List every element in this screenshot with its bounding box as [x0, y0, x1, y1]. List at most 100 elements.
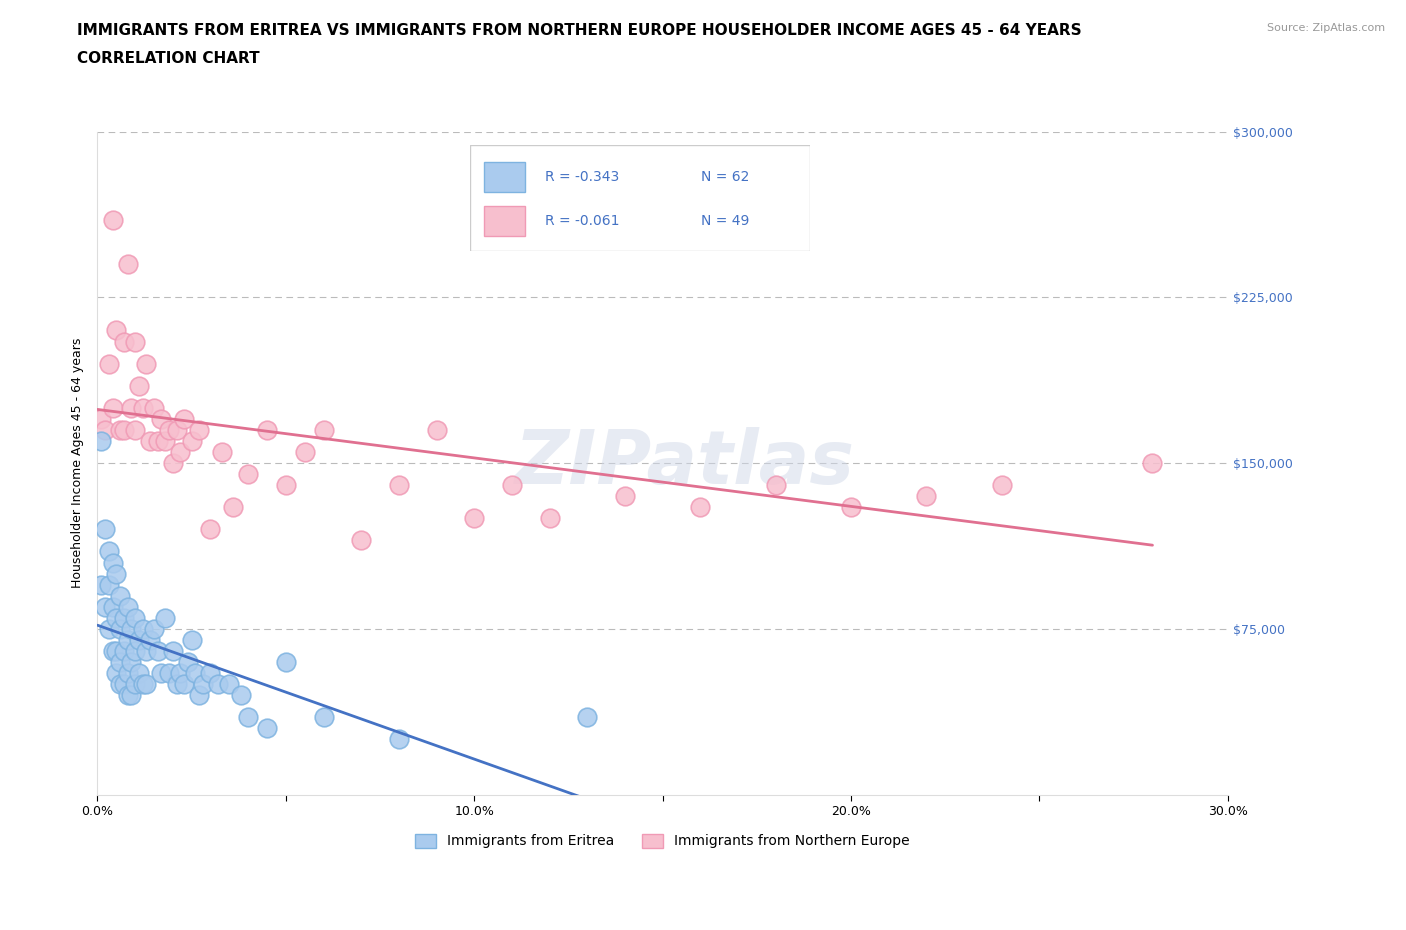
Point	[135, 644, 157, 658]
Point	[388, 478, 411, 493]
Point	[173, 411, 195, 426]
Point	[135, 677, 157, 692]
Point	[200, 522, 222, 537]
Point	[839, 499, 862, 514]
Point	[117, 257, 139, 272]
Point	[294, 445, 316, 459]
Point	[101, 599, 124, 614]
Point	[501, 478, 523, 493]
Point	[108, 422, 131, 437]
Point	[150, 411, 173, 426]
Point	[188, 422, 211, 437]
Point	[576, 710, 599, 724]
Point	[97, 621, 120, 636]
Point	[162, 644, 184, 658]
Point	[90, 411, 112, 426]
Point	[177, 655, 200, 670]
Point	[124, 677, 146, 692]
Point	[120, 621, 142, 636]
Point	[173, 677, 195, 692]
Point	[105, 566, 128, 581]
Legend: Immigrants from Eritrea, Immigrants from Northern Europe: Immigrants from Eritrea, Immigrants from…	[409, 828, 915, 854]
Point	[463, 511, 485, 525]
Point	[117, 666, 139, 681]
Point	[131, 621, 153, 636]
Text: IMMIGRANTS FROM ERITREA VS IMMIGRANTS FROM NORTHERN EUROPE HOUSEHOLDER INCOME AG: IMMIGRANTS FROM ERITREA VS IMMIGRANTS FR…	[77, 23, 1083, 38]
Point	[105, 610, 128, 625]
Point	[90, 433, 112, 448]
Point	[166, 422, 188, 437]
Point	[112, 610, 135, 625]
Point	[108, 677, 131, 692]
Point	[94, 422, 117, 437]
Point	[117, 632, 139, 647]
Point	[350, 533, 373, 548]
Point	[105, 323, 128, 338]
Point	[613, 489, 636, 504]
Point	[139, 433, 162, 448]
Point	[191, 677, 214, 692]
Point	[108, 588, 131, 603]
Point	[105, 666, 128, 681]
Point	[157, 666, 180, 681]
Point	[101, 644, 124, 658]
Text: Source: ZipAtlas.com: Source: ZipAtlas.com	[1267, 23, 1385, 33]
Point	[146, 644, 169, 658]
Point	[274, 655, 297, 670]
Point	[101, 213, 124, 228]
Point	[388, 732, 411, 747]
Point	[689, 499, 711, 514]
Point	[131, 677, 153, 692]
Point	[112, 644, 135, 658]
Point	[229, 687, 252, 702]
Point	[236, 710, 259, 724]
Point	[97, 544, 120, 559]
Point	[120, 687, 142, 702]
Point	[124, 610, 146, 625]
Text: ZIPatlas: ZIPatlas	[515, 427, 855, 499]
Point	[124, 644, 146, 658]
Point	[155, 610, 177, 625]
Point	[142, 401, 165, 416]
Point	[155, 433, 177, 448]
Point	[166, 677, 188, 692]
Point	[218, 677, 240, 692]
Point	[117, 599, 139, 614]
Point	[112, 422, 135, 437]
Point	[915, 489, 938, 504]
Point	[990, 478, 1012, 493]
Point	[97, 356, 120, 371]
Point	[108, 655, 131, 670]
Point	[105, 644, 128, 658]
Point	[425, 422, 447, 437]
Point	[120, 401, 142, 416]
Point	[765, 478, 787, 493]
Point	[180, 632, 202, 647]
Point	[135, 356, 157, 371]
Point	[256, 721, 278, 736]
Point	[188, 687, 211, 702]
Point	[120, 655, 142, 670]
Point	[101, 555, 124, 570]
Point	[101, 401, 124, 416]
Point	[146, 433, 169, 448]
Point	[538, 511, 561, 525]
Point	[157, 422, 180, 437]
Point	[124, 422, 146, 437]
Point	[162, 456, 184, 471]
Point	[131, 401, 153, 416]
Point	[97, 578, 120, 592]
Point	[94, 599, 117, 614]
Point	[112, 334, 135, 349]
Point	[236, 467, 259, 482]
Point	[169, 445, 191, 459]
Point	[124, 334, 146, 349]
Point	[211, 445, 233, 459]
Point	[312, 710, 335, 724]
Point	[128, 666, 150, 681]
Point	[90, 578, 112, 592]
Y-axis label: Householder Income Ages 45 - 64 years: Householder Income Ages 45 - 64 years	[72, 338, 84, 589]
Point	[142, 621, 165, 636]
Point	[184, 666, 207, 681]
Point	[1142, 456, 1164, 471]
